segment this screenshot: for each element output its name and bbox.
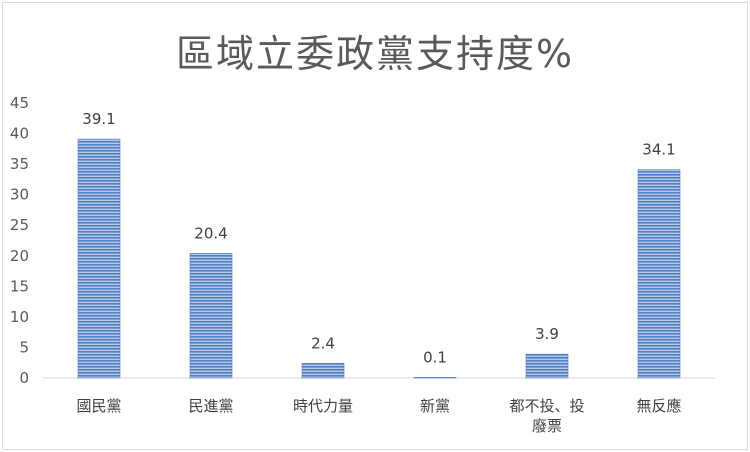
category-label: 都不投、投廢票 — [509, 397, 584, 435]
y-tick-label: 35 — [10, 155, 29, 173]
category-label-line: 民進黨 — [188, 397, 233, 415]
category-label-line: 國民黨 — [76, 397, 121, 415]
bar — [77, 138, 121, 379]
y-tick-label: 40 — [10, 125, 29, 143]
bar — [525, 353, 569, 379]
data-label: 39.1 — [82, 110, 115, 128]
y-tick-label: 30 — [10, 186, 29, 204]
bar-chart: 0 5 10 15 20 25 30 35 40 45 39.1 20.4 2.4 0.1 3.9 34.1… — [10, 94, 715, 435]
y-tick-label: 0 — [19, 369, 29, 387]
category-label: 民進黨 — [188, 397, 233, 415]
y-tick-label: 25 — [10, 216, 29, 234]
category-label: 時代力量 — [293, 397, 353, 415]
bar — [637, 169, 681, 379]
category-label: 國民黨 — [76, 397, 121, 415]
category-label: 無反應 — [636, 397, 681, 415]
bar — [301, 363, 345, 379]
category-label-line: 廢票 — [532, 417, 562, 435]
data-label: 3.9 — [535, 325, 559, 343]
y-tick-label: 15 — [10, 277, 29, 295]
data-label: 20.4 — [194, 224, 227, 242]
data-label: 2.4 — [311, 334, 335, 352]
category-label-line: 時代力量 — [293, 397, 353, 415]
chart-title: 區域立委政黨支持度% — [175, 32, 575, 76]
category-label-line: 無反應 — [636, 397, 681, 415]
category-label-line: 都不投、投 — [509, 397, 584, 415]
data-label: 0.1 — [423, 348, 447, 366]
category-label-line: 新黨 — [420, 397, 450, 415]
bar — [413, 377, 457, 379]
y-tick-label: 10 — [10, 308, 29, 326]
y-tick-label: 45 — [10, 94, 29, 112]
data-label: 34.1 — [642, 141, 675, 159]
bar — [189, 253, 233, 379]
y-tick-label: 5 — [19, 338, 29, 356]
category-label: 新黨 — [420, 397, 450, 415]
y-tick-label: 20 — [10, 247, 29, 265]
